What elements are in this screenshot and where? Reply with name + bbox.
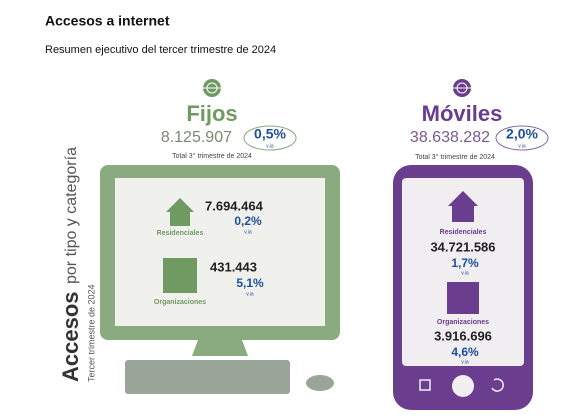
cat-value: 431.443	[210, 259, 257, 274]
cat-value: 7.694.464	[205, 198, 264, 213]
unit: v.ia	[244, 229, 252, 235]
house-icon	[448, 191, 478, 222]
home-button	[452, 375, 474, 397]
screen	[115, 178, 325, 326]
stand	[192, 340, 248, 356]
cat-value: 34.721.586	[430, 239, 495, 254]
cat-change: 1,7%	[451, 256, 479, 270]
unit: v.ia	[461, 270, 469, 276]
fijos-name: Fijos	[186, 101, 237, 126]
unit: v.ia	[461, 359, 469, 365]
side-sub: por tipo y categoría	[63, 147, 80, 284]
moviles-caption: Total 3° trimestre de 2024	[415, 153, 495, 161]
house-icon	[166, 198, 194, 226]
side-main: Accesos	[58, 291, 83, 382]
side-label: Accesos por tipo y categoría Tercer trim…	[58, 147, 97, 382]
button	[419, 379, 431, 391]
subtitle: Resumen ejecutivo del tercer trimestre d…	[45, 44, 276, 56]
fijos-caption: Total 3° trimestre de 2024	[172, 152, 252, 160]
side-period: Tercer trimestre de 2024	[86, 284, 96, 382]
globe-icon	[203, 79, 221, 97]
badge	[243, 125, 297, 151]
cat-name: Residenciales	[440, 229, 487, 236]
unit: v.ia	[246, 291, 254, 297]
building-icon	[447, 282, 479, 314]
cat-name: Organizaciones	[437, 319, 489, 326]
globe-icon	[453, 79, 471, 97]
moviles-change: 2,0%	[506, 126, 538, 142]
unit: v.ia	[266, 143, 274, 149]
moviles-total: 38.638.282	[410, 129, 490, 146]
unit: v.ia	[518, 143, 526, 149]
cat-name: Residenciales	[157, 230, 204, 237]
button	[491, 378, 504, 392]
keyboard	[125, 360, 290, 394]
cat-name: Organizaciones	[154, 299, 206, 306]
cat-change: 0,2%	[234, 214, 262, 228]
cat-change: 5,1%	[236, 276, 264, 290]
moviles-name: Móviles	[422, 101, 503, 126]
title: Accesos a internet	[45, 13, 170, 29]
fijos-total: 8.125.907	[161, 129, 232, 146]
building-icon	[163, 258, 197, 293]
mouse	[306, 375, 334, 391]
fijos-change: 0,5%	[254, 126, 286, 142]
cat-value: 3.916.696	[434, 328, 492, 343]
badge	[495, 125, 549, 151]
cat-change: 4,6%	[451, 345, 479, 359]
phone-screen	[402, 178, 524, 366]
